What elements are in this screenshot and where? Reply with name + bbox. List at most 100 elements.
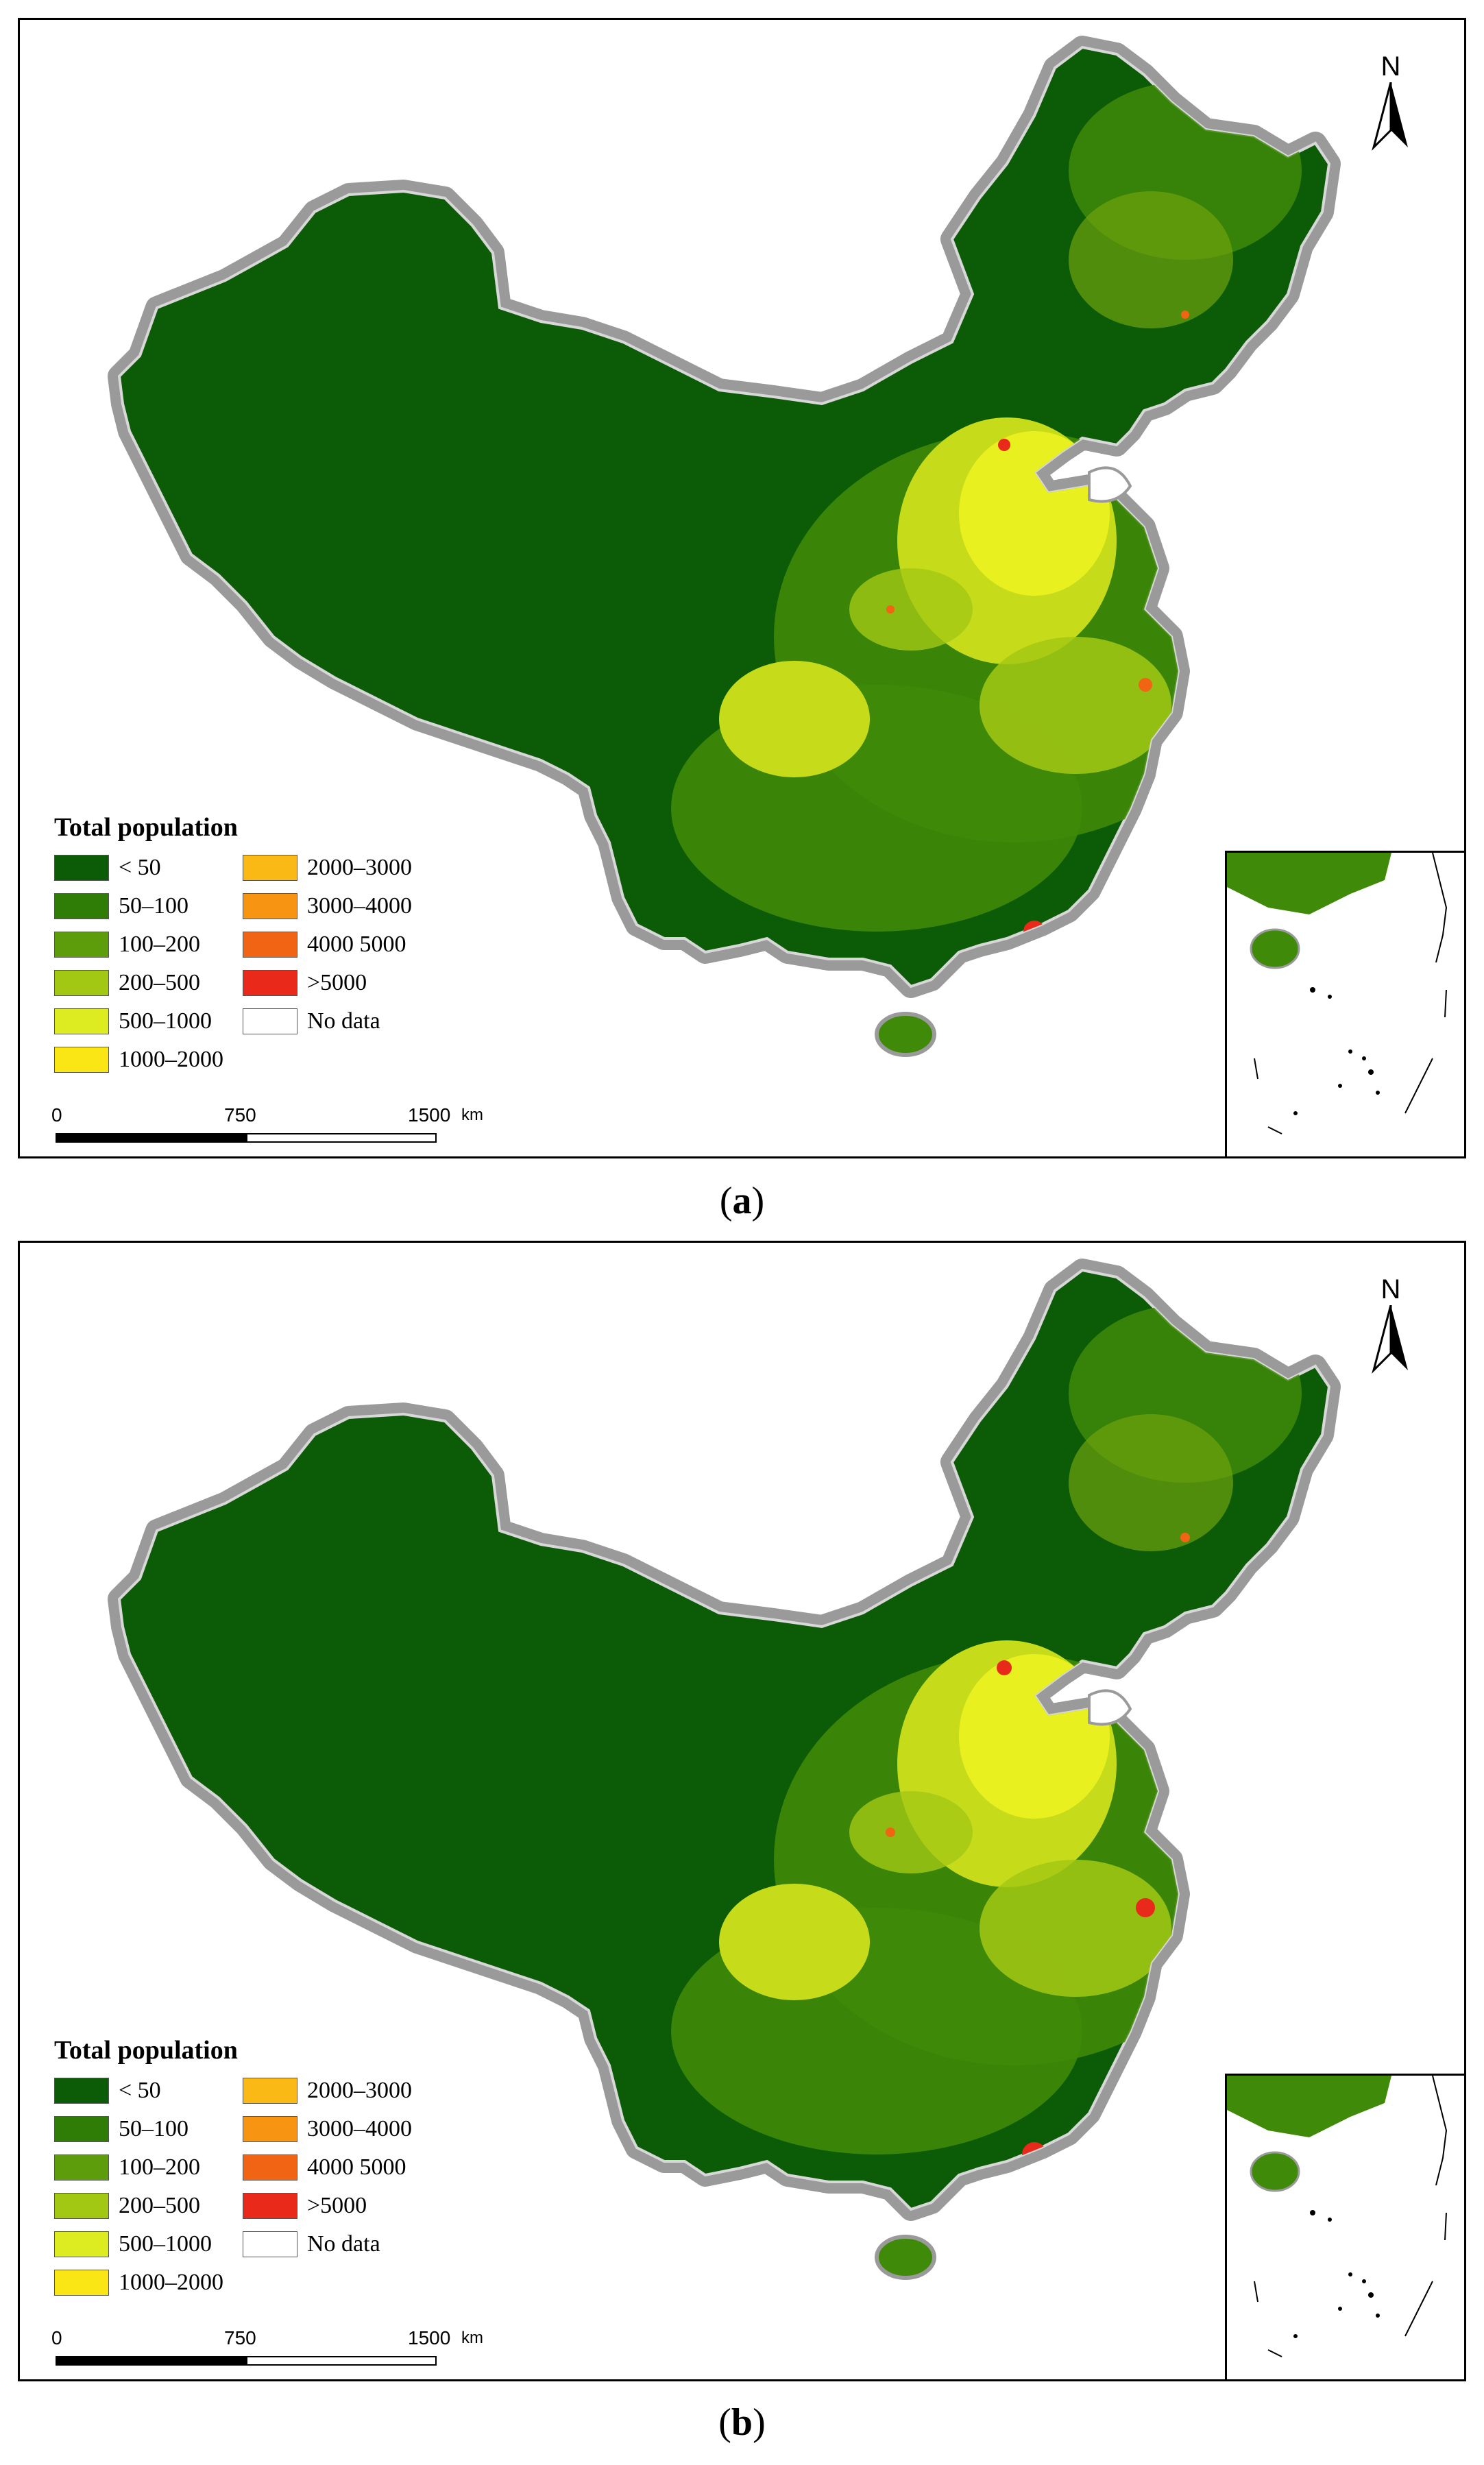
caption-letter-b: b: [731, 2401, 753, 2444]
legend-swatch: [54, 893, 109, 919]
legend-item: 100–200: [54, 929, 243, 960]
scale-unit: km: [461, 1106, 483, 1124]
legend-item: 200–500: [54, 2190, 243, 2222]
scale-tick-0: 0: [51, 2327, 62, 2348]
legend-title: Total population: [54, 813, 238, 842]
legend-label: 500–1000: [119, 2231, 212, 2257]
legend-swatch: [243, 970, 297, 996]
legend-item: 50–100: [54, 2113, 243, 2145]
scale-bar: 0 750 1500 km: [51, 1104, 483, 1152]
legend-label: >5000: [307, 2193, 367, 2218]
south-china-sea-inset: [1225, 851, 1464, 1156]
scale-bar-white-segment: [246, 1133, 437, 1143]
legend-item: 1000–2000: [54, 1044, 243, 1076]
legend-swatch: [243, 855, 297, 881]
legend-label: 50–100: [119, 893, 188, 919]
legend-label: 1000–2000: [119, 1047, 223, 1072]
legend-label: 2000–3000: [307, 855, 412, 880]
legend-swatch: [243, 932, 297, 958]
caption-a: (a): [719, 1180, 765, 1222]
map-panel-b: N Total population < 50 2000–3000 50–100 30…: [18, 1241, 1466, 2381]
legend: Total population < 50 2000–3000 50–100 3000…: [54, 812, 534, 1076]
north-arrow-icon: [1372, 1304, 1408, 1374]
legend-swatch: [243, 1008, 297, 1034]
legend-swatch: [54, 2231, 109, 2257]
legend-label: 3000–4000: [307, 2116, 412, 2141]
china-population-map-b: [20, 1243, 1466, 2280]
legend-label: 200–500: [119, 2193, 200, 2218]
legend-item: < 50: [54, 2075, 243, 2106]
inset-map: [1227, 853, 1448, 1134]
legend-swatch: [54, 855, 109, 881]
scale-tick-1500: 1500: [408, 2327, 451, 2348]
legend-label: < 50: [119, 2078, 161, 2103]
south-china-sea-inset: [1225, 2074, 1464, 2379]
north-arrow: N: [1363, 1274, 1418, 1391]
legend-swatch: [243, 2078, 297, 2104]
caption-b: (b): [718, 2401, 766, 2444]
legend-item: 200–500: [54, 967, 243, 999]
legend-item: >5000: [243, 2190, 431, 2222]
legend-title: Total population: [54, 2036, 238, 2065]
legend-item: >5000: [243, 967, 431, 999]
legend-swatch: [54, 2154, 109, 2181]
scale-tick-750: 750: [224, 2327, 256, 2348]
inset-map: [1227, 2076, 1448, 2357]
legend-swatch: [54, 2193, 109, 2219]
legend: Total population < 50 2000–3000 50–100 3000…: [54, 2035, 534, 2298]
caption-letter-a: a: [732, 1180, 752, 1222]
scale-bar-white-segment: [246, 2356, 437, 2366]
legend-label: No data: [307, 1008, 380, 1034]
legend-swatch: [54, 1047, 109, 1073]
legend-swatch: [54, 2078, 109, 2104]
legend-label: 4000 5000: [307, 2154, 406, 2180]
north-label: N: [1380, 1274, 1401, 1304]
legend-label: >5000: [307, 970, 367, 995]
legend-label: 2000–3000: [307, 2078, 412, 2103]
legend-swatch: [243, 2231, 297, 2257]
legend-grid: < 50 2000–3000 50–100 3000–4000 100–200 4000 …: [54, 2075, 534, 2298]
north-arrow-icon: [1372, 82, 1408, 151]
legend-item: 500–1000: [54, 1006, 243, 1037]
legend-item: 3000–4000: [243, 2113, 431, 2145]
legend-swatch: [54, 932, 109, 958]
legend-swatch: [243, 2116, 297, 2142]
legend-item: 4000 5000: [243, 2152, 431, 2183]
legend-swatch: [54, 1008, 109, 1034]
legend-swatch: [243, 2154, 297, 2181]
legend-item: 3000–4000: [243, 890, 431, 922]
scale-unit: km: [461, 2329, 483, 2347]
legend-item: No data: [243, 2229, 431, 2260]
legend-label: 3000–4000: [307, 893, 412, 919]
scale-tick-750: 750: [224, 1104, 256, 1126]
legend-item: 4000 5000: [243, 929, 431, 960]
legend-label: 200–500: [119, 970, 200, 995]
legend-swatch: [243, 893, 297, 919]
map-panel-a: N Total population < 50 2000–3000 50–100 30…: [18, 18, 1466, 1158]
scale-bar-black-segment: [56, 1133, 246, 1143]
legend-item: 1000–2000: [54, 2267, 243, 2298]
scale-tick-0: 0: [51, 1104, 62, 1126]
legend-swatch: [54, 970, 109, 996]
legend-swatch: [243, 2193, 297, 2219]
legend-item: No data: [243, 1006, 431, 1037]
legend-label: 50–100: [119, 2116, 188, 2141]
legend-item: 500–1000: [54, 2229, 243, 2260]
legend-label: No data: [307, 2231, 380, 2257]
legend-item: 100–200: [54, 2152, 243, 2183]
legend-item: 2000–3000: [243, 2075, 431, 2106]
north-label: N: [1380, 51, 1401, 82]
legend-swatch: [54, 2270, 109, 2296]
legend-label: 100–200: [119, 2154, 200, 2180]
china-population-map-a: [20, 20, 1466, 1057]
north-arrow: N: [1363, 51, 1418, 168]
legend-label: 1000–2000: [119, 2270, 223, 2295]
scale-bar-black-segment: [56, 2356, 246, 2366]
legend-label: < 50: [119, 855, 161, 880]
legend-label: 500–1000: [119, 1008, 212, 1034]
legend-swatch: [54, 2116, 109, 2142]
scale-tick-1500: 1500: [408, 1104, 451, 1126]
legend-grid: < 50 2000–3000 50–100 3000–4000 100–200 4000 …: [54, 852, 534, 1076]
scale-bar: 0 750 1500 km: [51, 2327, 483, 2375]
legend-item: < 50: [54, 852, 243, 884]
